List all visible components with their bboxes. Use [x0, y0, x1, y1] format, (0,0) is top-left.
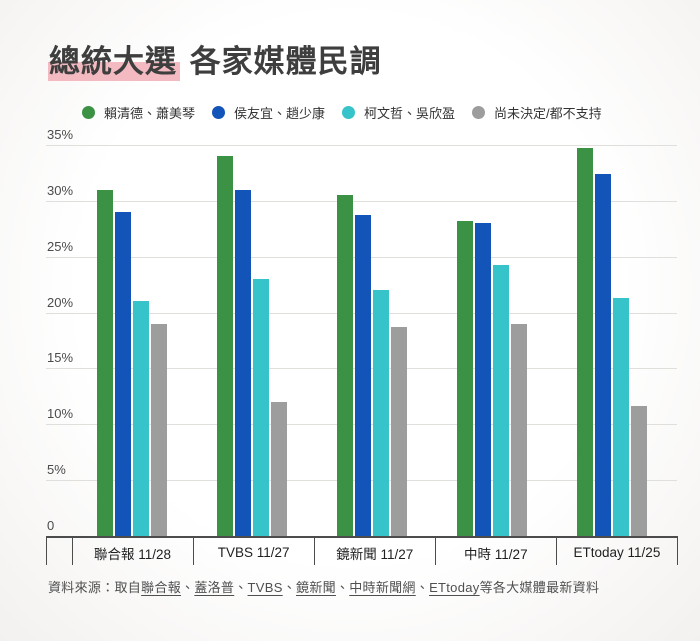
bar [457, 221, 473, 536]
legend-label: 賴清德、蕭美琴 [104, 106, 196, 121]
source-separator: 、 [415, 580, 430, 595]
legend-item: 柯文哲、吳欣盈 [342, 103, 455, 122]
legend-label: 侯友宜、趙少康 [234, 106, 326, 121]
bar [511, 323, 527, 536]
x-axis-category-label: 聯合報 11/28 [71, 538, 193, 565]
data-source-note: 資料來源：取自聯合報、蓋洛普、TVBS、鏡新聞、中時新聞網、ETtoday等各大… [48, 577, 599, 596]
bar [493, 264, 509, 536]
y-axis-tick-label: 0 [47, 518, 55, 533]
y-axis-tick-label: 5% [47, 462, 66, 478]
bar [217, 156, 233, 536]
chart-legend: 賴清德、蕭美琴 侯友宜、趙少康 柯文哲、吳欣盈 尚未決定/都不支持 [82, 103, 602, 122]
y-axis-tick-label: 15% [47, 350, 74, 366]
bar-group-5 [552, 145, 672, 536]
legend-item: 賴清德、蕭美琴 [82, 103, 195, 122]
source-link-TVBS[interactable]: TVBS [247, 580, 283, 595]
bar [373, 290, 389, 536]
bar [355, 215, 371, 536]
axis-left-spacer [47, 538, 72, 565]
title-highlighted-text: 總統大選 [48, 44, 180, 81]
source-link-中時新聞網[interactable]: 中時新聞網 [349, 580, 416, 595]
bar [337, 195, 353, 536]
bar [475, 223, 491, 536]
y-axis-tick-label: 35% [47, 127, 74, 142]
legend-color-dot-icon [82, 106, 95, 119]
source-link-ETtoday[interactable]: ETtoday [429, 580, 480, 595]
x-axis-category-label: 鏡新聞 11/27 [313, 538, 435, 565]
bar-group-2 [192, 145, 312, 536]
source-suffix: 等各大媒體最新資料 [479, 580, 600, 595]
y-axis-tick-label: 25% [47, 238, 74, 254]
source-link-蓋洛普[interactable]: 蓋洛普 [194, 580, 235, 595]
bar-group-3 [312, 145, 432, 536]
legend-item: 尚未決定/都不支持 [472, 103, 602, 122]
bar [271, 401, 287, 536]
gridline [46, 200, 677, 202]
bar [97, 189, 113, 536]
x-axis-category-label: 中時 11/27 [434, 538, 556, 565]
source-separator: 、 [181, 580, 195, 595]
bar [115, 212, 131, 536]
bar [151, 323, 167, 536]
bar [235, 189, 251, 536]
bar-groups-row [72, 145, 672, 536]
legend-item: 侯友宜、趙少康 [212, 103, 325, 122]
source-prefix: 資料來源：取自 [48, 580, 142, 595]
y-axis-tick-label: 30% [47, 182, 74, 198]
source-link-鏡新聞[interactable]: 鏡新聞 [296, 580, 336, 595]
x-axis-category-band: 聯合報 11/28 TVBS 11/27 鏡新聞 11/27 中時 11/27 ETto… [46, 536, 678, 565]
bar [391, 327, 407, 536]
y-axis-tick-label: 20% [47, 294, 74, 310]
source-separator: 、 [234, 580, 248, 595]
source-link-聯合報[interactable]: 聯合報 [141, 580, 182, 595]
x-axis-category-label: TVBS 11/27 [192, 538, 314, 565]
legend-color-dot-icon [342, 106, 356, 119]
gridline [46, 145, 677, 146]
bar-chart-plot-area: 35% 30% 25% 20% 15% 10% 5% 0 [46, 128, 677, 536]
bar [631, 406, 647, 536]
page-title: 總統大選 各家媒體民調 [48, 36, 382, 81]
source-separator: 、 [335, 580, 350, 595]
legend-color-dot-icon [212, 106, 226, 119]
bar [595, 174, 611, 536]
bar-group-4 [432, 145, 552, 536]
source-separator: 、 [282, 580, 297, 595]
legend-label: 尚未決定/都不支持 [494, 106, 602, 121]
bar [613, 298, 629, 536]
legend-color-dot-icon [472, 106, 486, 119]
title-rest-text: 各家媒體民調 [180, 44, 382, 79]
y-axis-tick-label: 10% [47, 406, 74, 422]
x-axis-category-label: ETtoday 11/25 [555, 538, 678, 565]
bar-group-1 [72, 145, 192, 536]
bar [133, 301, 149, 536]
bar [577, 148, 593, 536]
bar [253, 279, 269, 536]
legend-label: 柯文哲、吳欣盈 [364, 106, 456, 121]
